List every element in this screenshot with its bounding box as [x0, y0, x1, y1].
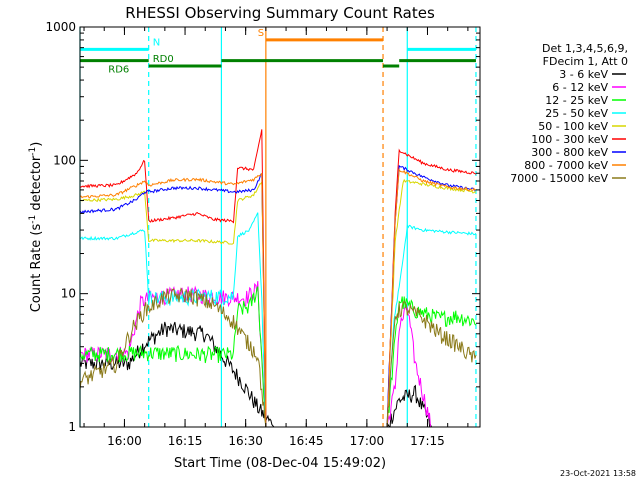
y-axis-label-sup: -1	[28, 215, 38, 224]
legend: Det 1,3,4,5,6,9,FDecim 1, Att 03 - 6 keV…	[510, 42, 628, 185]
legend-header: FDecim 1, Att 0	[543, 55, 628, 68]
y-axis-ticks: 1 10 100 1000	[45, 20, 480, 434]
y-axis-label-part: )	[29, 142, 44, 147]
x-tick-label: 16:45	[289, 434, 324, 448]
state-bar-label: RD6	[108, 65, 129, 76]
y-tick-label: 100	[53, 153, 76, 167]
series-line	[79, 164, 477, 428]
y-tick-label: 10	[61, 287, 76, 301]
legend-entry-label: 12 - 25 keV	[545, 94, 608, 107]
legend-entry-label: 300 - 800 keV	[531, 146, 608, 159]
legend-entry-label: 100 - 300 keV	[531, 133, 608, 146]
y-axis-label-part: Count Rate (s	[29, 224, 44, 313]
legend-entry-label: 25 - 50 keV	[545, 107, 608, 120]
chart-title: RHESSI Observing Summary Count Rates	[125, 4, 435, 22]
legend-entry-label: 800 - 7000 keV	[524, 159, 608, 172]
legend-entry-label: 3 - 6 keV	[559, 68, 608, 81]
series-line	[79, 178, 477, 428]
plot-frame	[79, 26, 481, 428]
series-lines	[79, 129, 477, 428]
x-tick-label: 16:00	[107, 434, 142, 448]
x-tick-label: 17:15	[410, 434, 445, 448]
series-line	[79, 321, 476, 428]
series-line	[79, 129, 477, 428]
x-tick-label: 17:00	[350, 434, 385, 448]
legend-header: Det 1,3,4,5,6,9,	[542, 42, 628, 55]
y-axis-label: Count Rate (s-1 detector-1)	[28, 142, 44, 313]
legend-entry-label: 7000 - 15000 keV	[510, 172, 608, 185]
state-bar-label: RD0	[153, 54, 174, 65]
y-tick-label: 1000	[45, 20, 76, 34]
state-bar-label: N	[153, 37, 160, 48]
x-tick-label: 16:15	[168, 434, 203, 448]
y-axis-label-sup: -1	[28, 147, 38, 156]
legend-entry-label: 6 - 12 keV	[552, 81, 608, 94]
series-line	[79, 168, 477, 428]
x-axis-ticks: 16:00 16:15 16:30 16:45 17:00 17:15	[83, 27, 469, 448]
state-bar-label: S	[258, 28, 264, 39]
legend-entry-label: 50 - 100 keV	[538, 120, 608, 133]
series-line	[79, 212, 477, 428]
series-line	[79, 281, 476, 428]
x-axis-label: Start Time (08-Dec-04 15:49:02)	[174, 456, 386, 471]
y-tick-label: 1	[68, 420, 76, 434]
state-bars: N RD6 RD0 S	[80, 28, 476, 76]
y-axis-label-part: detector	[29, 155, 44, 215]
x-tick-label: 16:30	[228, 434, 263, 448]
footer-timestamp: 23-Oct-2021 13:58	[560, 469, 636, 478]
